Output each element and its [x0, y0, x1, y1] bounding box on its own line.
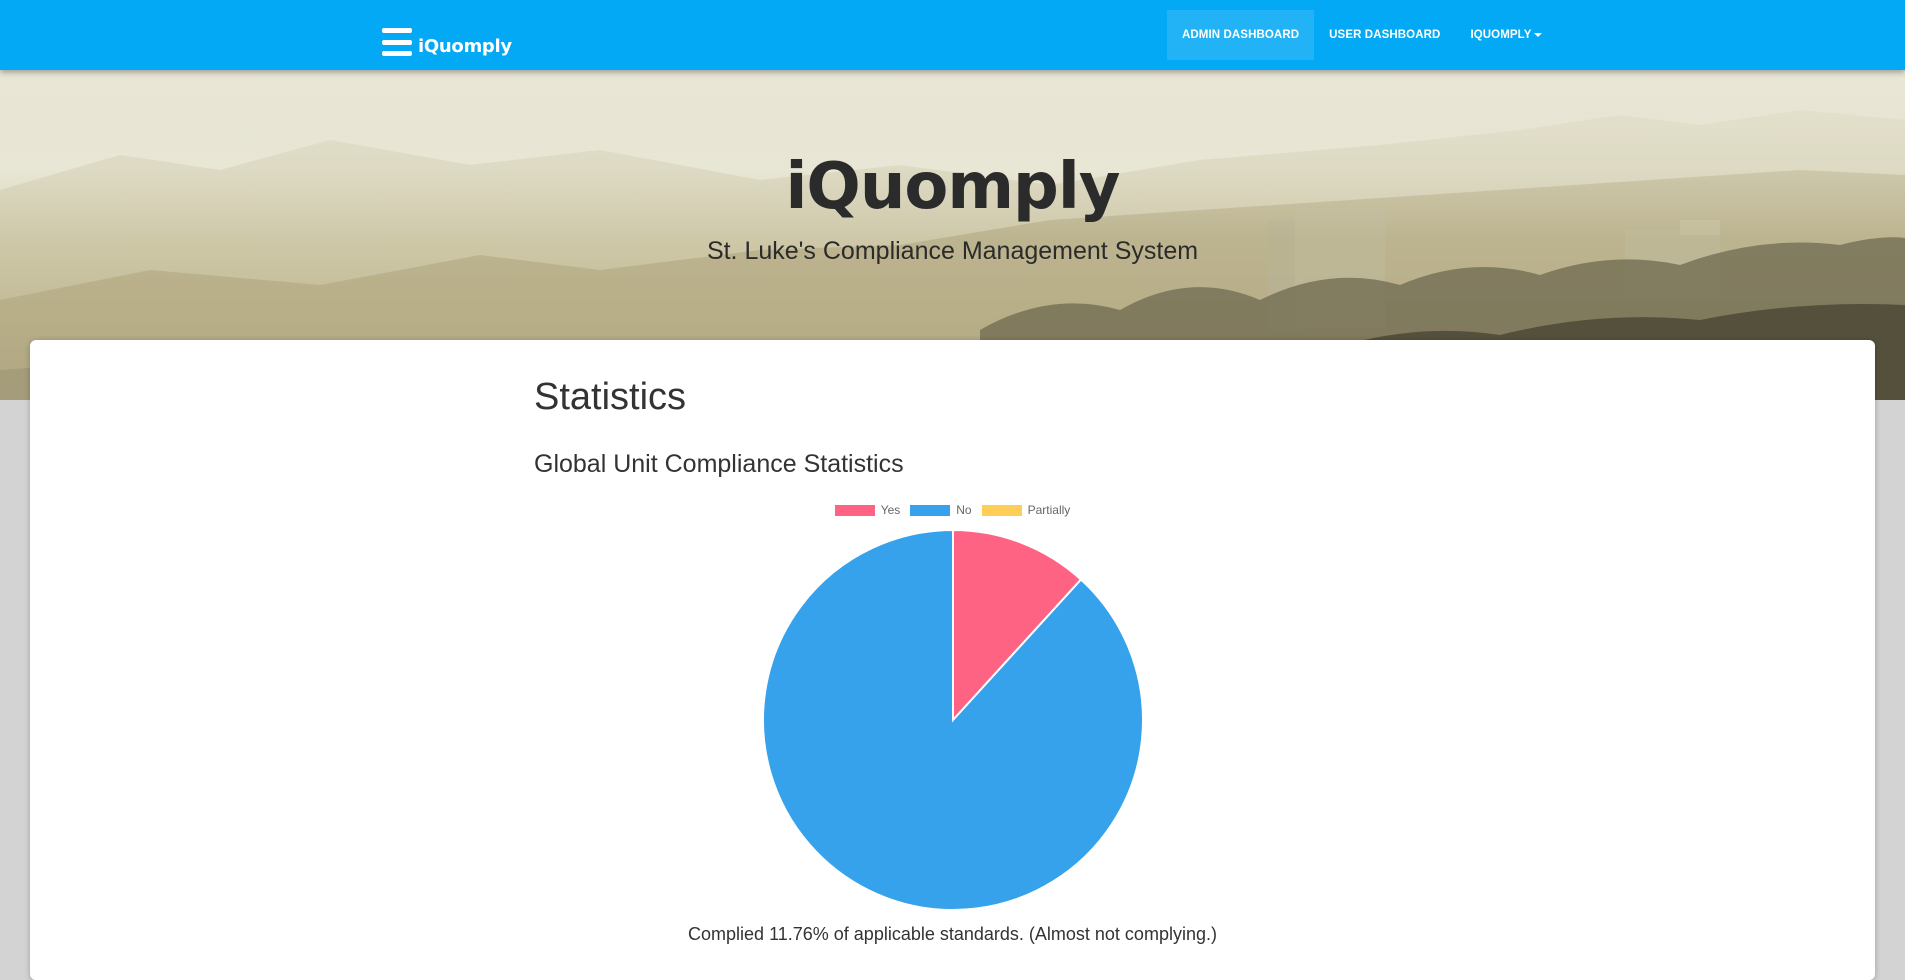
chart-legend: Yes No Partially: [30, 503, 1875, 517]
pie-slice-yes[interactable]: [952, 528, 1083, 723]
compliance-summary: Complied 11.76% of applicable standards.…: [688, 924, 1217, 944]
legend-item-yes[interactable]: Yes: [834, 503, 901, 517]
legend-label-no: No: [956, 503, 972, 517]
hero-title: iQuomply: [785, 150, 1120, 224]
section-title: Global Unit Compliance Statistics: [534, 450, 904, 478]
legend-swatch-partially: [981, 504, 1022, 516]
nav-links: ADMIN DASHBOARD USER DASHBOARD IQUOMPLY: [1167, 10, 1557, 60]
nav-iquomply-dropdown[interactable]: IQUOMPLY: [1455, 10, 1556, 60]
brand-name: iQuomply: [418, 36, 512, 57]
page-title: Statistics: [534, 376, 687, 418]
compliance-pie-chart: [762, 528, 1144, 911]
legend-label-yes: Yes: [880, 503, 901, 517]
hero-subtitle: St. Luke's Compliance Management System: [706, 237, 1199, 265]
legend-label-partially: Partially: [1027, 503, 1071, 517]
pie-slice-no[interactable]: [762, 528, 1144, 911]
legend-item-partially[interactable]: Partially: [981, 503, 1071, 517]
nav-iquomply-label: IQUOMPLY: [1470, 29, 1532, 41]
nav-admin-dashboard[interactable]: ADMIN DASHBOARD: [1167, 10, 1315, 60]
brand-link[interactable]: iQuomply: [382, 22, 512, 56]
legend-swatch-no: [910, 504, 951, 516]
legend-swatch-yes: [834, 504, 875, 516]
navbar: iQuomply ADMIN DASHBOARD USER DASHBOARD …: [0, 0, 1905, 70]
hamburger-menu-icon[interactable]: [382, 28, 412, 56]
caret-down-icon: [1533, 33, 1542, 37]
main-card: Statistics Global Unit Compliance Statis…: [30, 340, 1875, 980]
nav-user-dashboard[interactable]: USER DASHBOARD: [1329, 29, 1441, 41]
legend-item-no[interactable]: No: [910, 503, 972, 517]
